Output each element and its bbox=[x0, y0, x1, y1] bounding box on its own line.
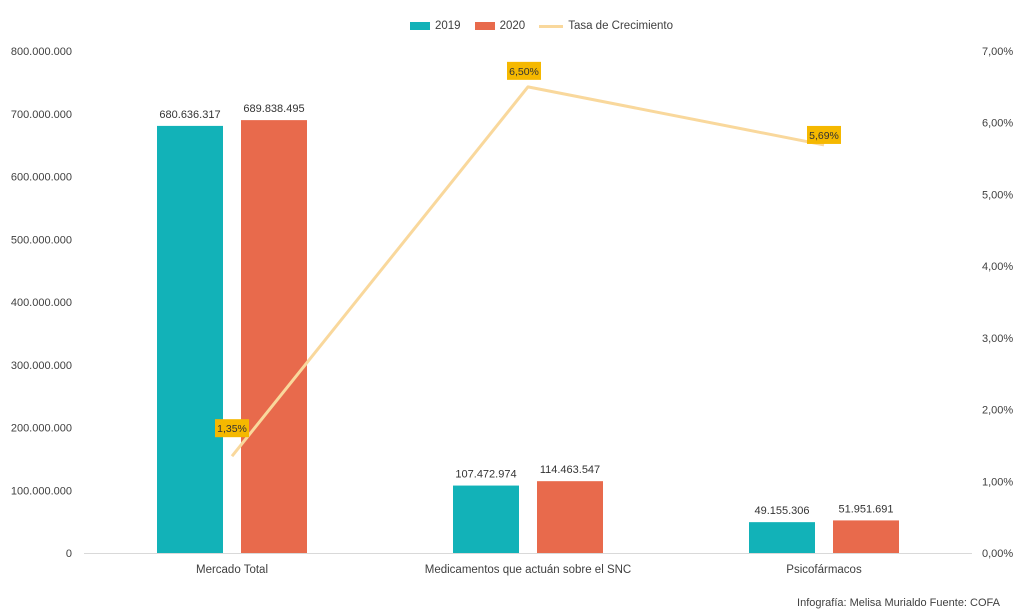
legend-swatch-tasa bbox=[539, 24, 564, 28]
right-axis-tick-label: 7,00% bbox=[982, 46, 1013, 58]
bar-2019-2 bbox=[749, 522, 815, 553]
right-axis-tick-label: 2,00% bbox=[982, 405, 1013, 417]
category-label: Psicofármacos bbox=[786, 564, 862, 576]
bar-2020-1 bbox=[537, 481, 603, 553]
legend-item-2020: 2020 bbox=[474, 20, 526, 32]
left-axis-tick-label: 600.000.000 bbox=[11, 172, 72, 184]
bar-data-label: 689.838.495 bbox=[243, 103, 304, 115]
bar-data-label: 107.472.974 bbox=[455, 469, 516, 481]
legend-item-tasa: Tasa de Crecimiento bbox=[539, 20, 673, 32]
bar-data-label: 49.155.306 bbox=[754, 505, 809, 517]
right-axis-tick-label: 1,00% bbox=[982, 476, 1013, 488]
left-axis-tick-label: 100.000.000 bbox=[11, 485, 72, 497]
chart-legend: 2019 2020 Tasa de Crecimiento bbox=[410, 20, 687, 32]
left-axis-tick-label: 300.000.000 bbox=[11, 360, 72, 372]
growth-label-box bbox=[507, 61, 541, 80]
left-axis-tick-label: 400.000.000 bbox=[11, 297, 72, 309]
legend-label-tasa: Tasa de Crecimiento bbox=[568, 20, 674, 32]
growth-rate-line bbox=[230, 85, 825, 458]
right-axis-tick-label: 3,00% bbox=[982, 333, 1013, 345]
right-axis-tick-label: 4,00% bbox=[982, 261, 1013, 273]
category-label: Mercado Total bbox=[196, 564, 268, 576]
bar-2020-2 bbox=[833, 520, 899, 553]
right-axis-tick-label: 5,00% bbox=[982, 189, 1013, 201]
growth-label-box bbox=[807, 125, 841, 144]
bar-data-label: 114.463.547 bbox=[540, 464, 600, 476]
category-label: Medicamentos que actuán sobre el SNC bbox=[425, 564, 631, 576]
legend-label-2019: 2019 bbox=[435, 20, 461, 32]
bar-data-label: 51.951.691 bbox=[838, 503, 893, 515]
bar-2020-0 bbox=[241, 120, 307, 553]
growth-label: 6,50% bbox=[509, 66, 539, 78]
source-credit: Infografía: Melisa Murialdo Fuente: COFA bbox=[797, 597, 1000, 609]
right-axis-tick-label: 6,00% bbox=[982, 118, 1013, 130]
growth-label-box bbox=[215, 419, 249, 438]
growth-label: 5,69% bbox=[809, 130, 839, 142]
bar-2019-1 bbox=[453, 485, 519, 553]
growth-label: 1,35% bbox=[217, 423, 247, 435]
right-axis-tick-label: 0,00% bbox=[982, 548, 1013, 560]
legend-item-2019: 2019 bbox=[410, 20, 461, 32]
left-axis-tick-label: 0 bbox=[66, 548, 72, 560]
bar-2019-0 bbox=[157, 125, 223, 554]
legend-swatch-2020 bbox=[474, 22, 495, 30]
legend-swatch-2019 bbox=[410, 22, 430, 30]
left-axis-tick-label: 200.000.000 bbox=[11, 423, 72, 435]
left-axis-tick-label: 800.000.000 bbox=[11, 46, 72, 58]
legend-label-2020: 2020 bbox=[499, 20, 526, 32]
left-axis-tick-label: 500.000.000 bbox=[11, 234, 72, 246]
left-axis-tick-label: 700.000.000 bbox=[11, 109, 72, 121]
bar-data-label: 680.636.317 bbox=[159, 109, 220, 121]
